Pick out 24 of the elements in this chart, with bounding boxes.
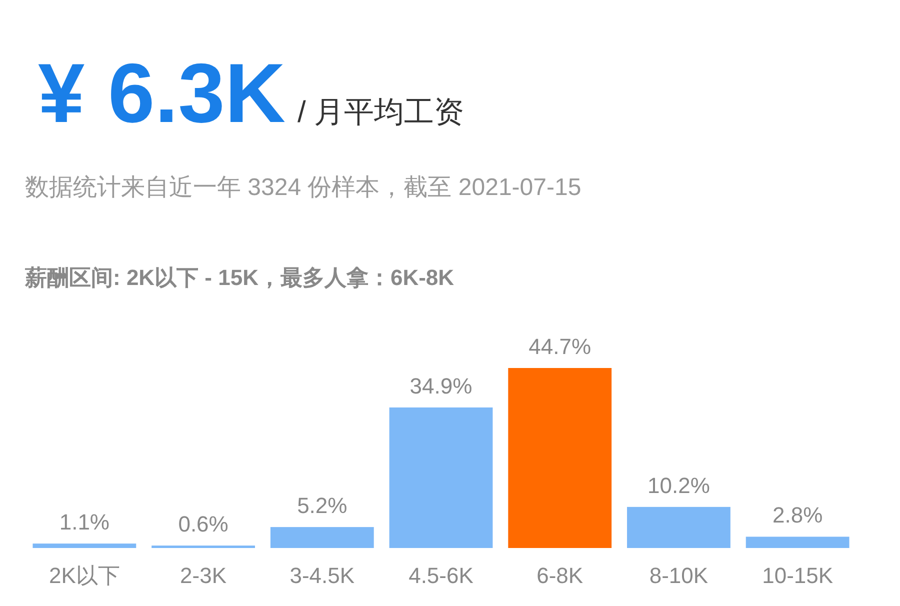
data-label: 34.9% xyxy=(410,373,472,398)
chart-subtitle: / 月平均工资 xyxy=(298,96,464,129)
data-label: 5.2% xyxy=(297,493,348,518)
x-tick-label: 8-10K xyxy=(649,563,708,588)
x-tick-label: 10-15K xyxy=(762,563,834,588)
x-tick-label: 6-8K xyxy=(536,563,584,588)
x-tick-label: 4.5-6K xyxy=(408,563,474,588)
x-tick-label: 2K以下 xyxy=(48,563,120,588)
data-label: 44.7% xyxy=(528,334,592,359)
bar xyxy=(32,544,136,548)
bar xyxy=(746,536,850,548)
bar xyxy=(508,368,612,548)
data-label: 1.1% xyxy=(59,510,110,535)
data-label: 2.8% xyxy=(772,502,823,528)
bar xyxy=(270,527,374,548)
x-tick-label: 2-3K xyxy=(180,563,227,588)
bar xyxy=(389,407,493,548)
data-label: 10.2% xyxy=(648,472,710,498)
data-label: 0.6% xyxy=(178,512,228,537)
bar xyxy=(627,506,730,548)
text: 薪酬区间: 2K以下 - 15K，最多人拿：6K-8K xyxy=(24,265,454,290)
x-tick-label: 3-4.5K xyxy=(290,563,355,588)
chart-title: ¥ 6.3K xyxy=(38,46,286,140)
text: 数据统计来自近一年 3324 份样本，截至 2021-07-15 xyxy=(25,174,582,201)
